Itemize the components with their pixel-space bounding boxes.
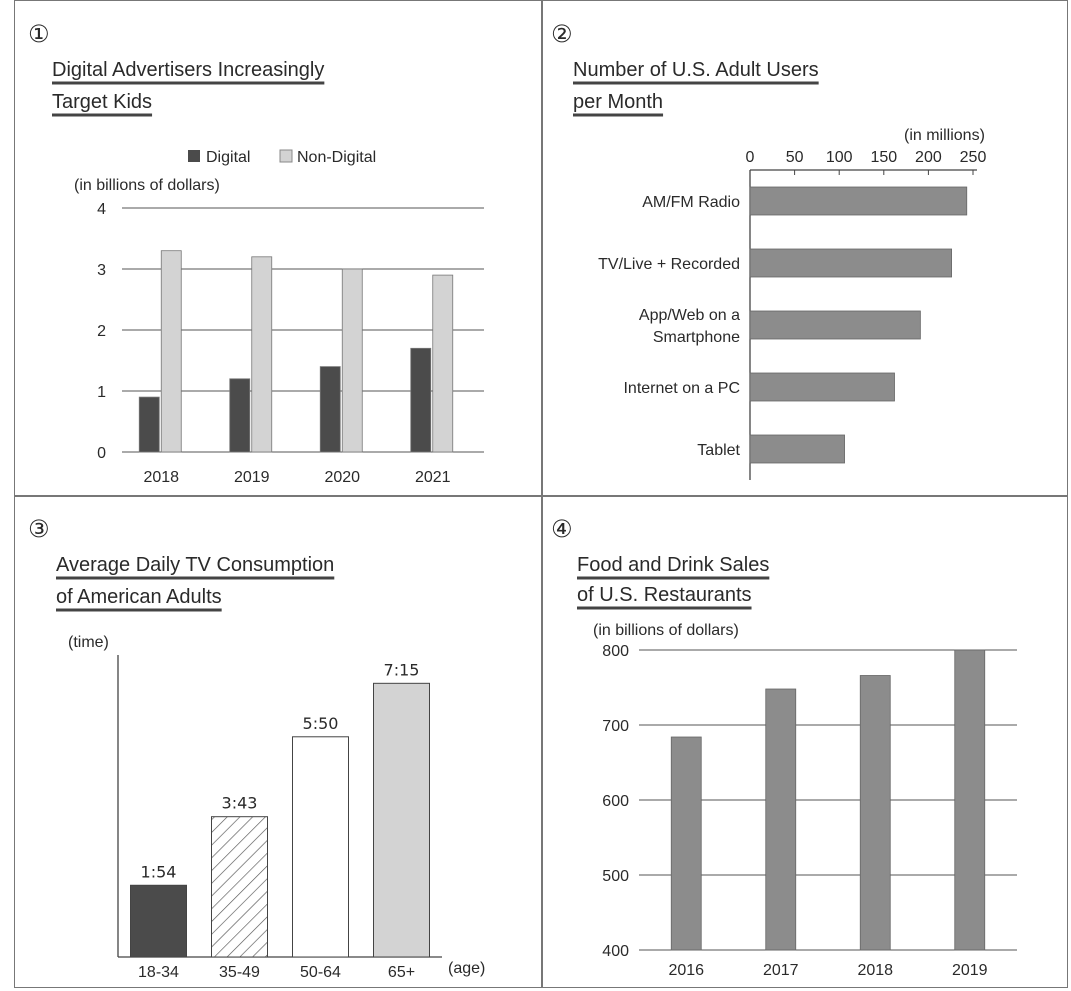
chart3-title-line2: of American Adults	[56, 586, 222, 608]
chart2-category-label: Tablet	[697, 442, 740, 459]
chart4-x-tick: 2018	[857, 962, 893, 979]
chart1-marker: ①	[28, 20, 50, 48]
vertical-divider	[541, 0, 543, 988]
chart-panel-4: ④ Food and Drink Sales of U.S. Restauran…	[541, 495, 1068, 990]
chart2-bar-4	[749, 434, 845, 464]
chart1-x-tick: 2021	[415, 469, 451, 486]
chart4-svg: ④ Food and Drink Sales of U.S. Restauran…	[551, 515, 1017, 979]
chart2-x-tick: 50	[786, 149, 804, 166]
chart3-x-tick: 65+	[388, 964, 415, 981]
chart1-bar-nondigital-2020	[341, 268, 363, 453]
chart2-x-tick: 150	[870, 149, 897, 166]
chart4-x-tick: 2019	[952, 962, 988, 979]
chart4-marker: ④	[551, 515, 573, 543]
chart2-bar-2	[749, 310, 921, 340]
chart2-category-label: AM/FM Radio	[642, 194, 740, 211]
chart2-category-label: Smartphone	[653, 329, 740, 346]
chart-panel-1: ① Digital Advertisers Increasingly Targe…	[14, 0, 541, 495]
legend-nondigital-label: Non-Digital	[297, 149, 376, 166]
chart1-bar-digital-2018	[138, 396, 160, 453]
chart1-bar-digital-2019	[229, 378, 251, 453]
chart4-title-line2: of U.S. Restaurants	[577, 584, 752, 606]
chart2-title-line2: per Month	[573, 91, 663, 113]
chart1-bar-nondigital-2019	[251, 256, 273, 453]
chart2-bar-1	[749, 248, 952, 278]
chart4-bar-2016	[670, 736, 702, 951]
chart3-value-label: 5:50	[303, 714, 339, 733]
chart2-x-tick: 0	[746, 149, 755, 166]
chart4-bar-2017	[765, 688, 797, 951]
chart2-x-tick: 100	[826, 149, 853, 166]
chart4-y-tick: 500	[602, 868, 629, 885]
chart1-y-tick: 4	[97, 201, 106, 218]
chart1-svg: ① Digital Advertisers Increasingly Targe…	[28, 20, 484, 486]
chart3-value-label: 1:54	[141, 862, 177, 881]
chart4-unit-label: (in billions of dollars)	[593, 622, 739, 639]
chart3-bar-50-64	[292, 736, 349, 958]
chart3-value-label: 3:43	[222, 794, 258, 813]
chart2-unit-label: (in millions)	[904, 127, 985, 144]
chart4-y-tick: 700	[602, 718, 629, 735]
chart1-y-tick: 3	[97, 262, 106, 279]
chart2-svg: ② Number of U.S. Adult Users per Month (…	[551, 20, 987, 480]
chart1-bar-nondigital-2018	[160, 250, 182, 453]
chart3-marker: ③	[28, 515, 50, 543]
chart2-category-label: TV/Live + Recorded	[598, 256, 740, 273]
chart4-y-tick: 400	[602, 943, 629, 960]
chart-panel-3: ③ Average Daily TV Consumption of Americ…	[14, 495, 541, 990]
chart1-x-tick: 2018	[143, 469, 179, 486]
chart2-marker: ②	[551, 20, 573, 48]
chart3-x-tick: 35-49	[219, 964, 260, 981]
chart2-category-label: App/Web on a	[639, 307, 740, 324]
chart4-y-tick: 800	[602, 643, 629, 660]
chart3-y-unit: (time)	[68, 634, 109, 651]
chart1-bar-digital-2021	[410, 347, 432, 453]
chart4-title-line1: Food and Drink Sales	[577, 554, 769, 576]
chart3-bar-18-34	[130, 884, 187, 958]
chart1-y-tick: 2	[97, 323, 106, 340]
horizontal-divider	[14, 495, 1068, 497]
chart3-x-tick: 18-34	[138, 964, 179, 981]
chart1-bar-digital-2020	[319, 366, 341, 453]
chart3-value-label: 7:15	[384, 660, 420, 679]
chart1-unit-label: (in billions of dollars)	[74, 177, 220, 194]
chart1-x-tick: 2019	[234, 469, 270, 486]
chart1-title-line2: Target Kids	[52, 91, 152, 113]
chart2-category-label: Internet on a PC	[623, 380, 740, 397]
chart1-title-line1: Digital Advertisers Increasingly	[52, 59, 324, 81]
chart2-title-line1: Number of U.S. Adult Users	[573, 59, 819, 81]
chart3-x-unit: (age)	[448, 960, 485, 977]
chart2-bar-3	[749, 372, 895, 402]
chart4-bar-2018	[859, 675, 891, 951]
chart2-x-tick: 250	[960, 149, 987, 166]
legend-nondigital-swatch	[279, 149, 293, 163]
chart4-x-tick: 2017	[763, 962, 799, 979]
legend-digital-label: Digital	[206, 149, 250, 166]
legend-digital-swatch	[188, 150, 200, 162]
chart1-x-tick: 2020	[324, 469, 360, 486]
chart1-bar-nondigital-2021	[432, 274, 454, 453]
chart1-y-tick: 1	[97, 384, 106, 401]
chart2-x-tick: 200	[915, 149, 942, 166]
chart4-x-tick: 2016	[668, 962, 704, 979]
chart3-x-tick: 50-64	[300, 964, 341, 981]
chart3-title-line1: Average Daily TV Consumption	[56, 554, 334, 576]
chart4-bar-2019	[954, 649, 986, 951]
chart3-svg: ③ Average Daily TV Consumption of Americ…	[28, 515, 485, 981]
chart4-y-tick: 600	[602, 793, 629, 810]
chart1-y-tick: 0	[97, 445, 106, 462]
chart3-bar-35-49	[211, 816, 268, 958]
chart3-bar-65+	[373, 682, 430, 958]
chart-panel-2: ② Number of U.S. Adult Users per Month (…	[541, 0, 1068, 495]
chart2-bar-0	[749, 186, 968, 216]
